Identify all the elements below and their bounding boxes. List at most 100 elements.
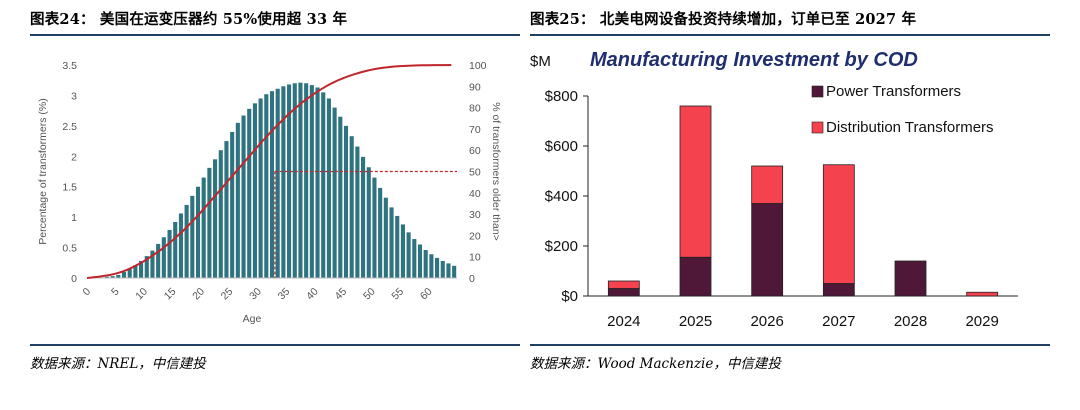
cumulative-curve <box>86 64 452 279</box>
age-bar <box>372 177 377 278</box>
age-bar <box>156 243 161 278</box>
age-bar <box>298 82 303 278</box>
age-bar <box>241 115 246 278</box>
x-tick-label: 2027 <box>822 313 855 330</box>
y2-axis-title: % of transformers older than> <box>490 102 502 241</box>
left-top-rule <box>30 34 520 36</box>
age-bar <box>452 265 457 278</box>
x-tick-label: 2029 <box>965 313 998 330</box>
age-bar <box>110 276 115 278</box>
y2-tick-label: 30 <box>469 209 481 221</box>
left-figure-title: 图表24： 美国在运变压器约 55%使用超 33 年 <box>30 11 348 28</box>
y-tick-label: 0.5 <box>62 243 77 255</box>
y2-tick-label: 80 <box>469 103 481 115</box>
x-tick-label: 5 <box>109 286 122 299</box>
y-tick-label: $600 <box>545 138 578 155</box>
age-bar <box>201 177 206 278</box>
age-bar <box>121 271 127 278</box>
age-bar <box>133 265 138 278</box>
age-bar <box>178 213 183 278</box>
age-bar <box>406 232 411 278</box>
left-bottom-rule <box>30 344 520 346</box>
age-bar <box>338 116 343 278</box>
age-bar <box>190 195 195 278</box>
age-bar <box>361 156 366 278</box>
right-figure-title: 图表25： 北美电网设备投资持续增加，订单已至 2027 年 <box>530 11 917 28</box>
x-tick-label: 30 <box>247 286 264 303</box>
age-bar <box>281 86 286 278</box>
unit-label: $M <box>530 53 551 70</box>
y2-tick-label: 40 <box>469 188 481 200</box>
age-bar <box>116 274 121 278</box>
age-bar <box>150 250 155 278</box>
age-bar <box>218 150 223 278</box>
distribution-transformers-bar <box>751 165 784 204</box>
y-tick-label: $200 <box>545 238 578 255</box>
y2-tick-label: 90 <box>469 81 481 93</box>
age-bar <box>287 84 292 278</box>
age-bar <box>127 268 132 278</box>
age-bar <box>435 257 440 278</box>
age-bar <box>275 88 280 278</box>
right-figure: 图表25： 北美电网设备投资持续增加，订单已至 2027 年 $M Manufac… <box>530 0 1050 410</box>
y-tick-label: 0 <box>71 273 77 285</box>
y-tick-label: 1.5 <box>62 182 77 194</box>
power-transformers-bar <box>894 260 927 297</box>
age-bar <box>213 159 218 278</box>
legend-swatch-power <box>811 85 824 98</box>
age-bar <box>429 254 434 278</box>
age-bar <box>417 244 423 278</box>
age-bar <box>161 237 166 278</box>
power-transformers-bar <box>679 256 712 297</box>
age-bar <box>269 91 275 278</box>
distribution-transformers-bar <box>822 164 855 284</box>
y-tick-label: $0 <box>561 288 578 305</box>
age-bar <box>104 276 109 278</box>
age-bar <box>195 186 201 278</box>
age-bar <box>440 260 445 278</box>
power-transformers-bar <box>607 288 640 297</box>
age-bar <box>389 207 394 278</box>
age-bar <box>349 136 354 278</box>
age-bar <box>446 263 451 278</box>
y-tick-label: 2 <box>71 151 77 163</box>
x-tick-label: 2028 <box>894 313 927 330</box>
age-bar <box>224 141 229 278</box>
y2-tick-label: 100 <box>469 60 487 72</box>
age-bar <box>258 98 263 278</box>
age-bar <box>139 260 144 278</box>
left-source: 数据来源：NREL，中信建投 <box>30 356 206 372</box>
x-tick-label: 45 <box>333 286 350 303</box>
age-bar <box>395 215 400 278</box>
x-tick-label: 60 <box>418 286 435 303</box>
power-transformers-bar <box>822 283 855 297</box>
y-tick-label: 2.5 <box>62 121 77 133</box>
age-bar <box>230 131 235 278</box>
age-bar <box>315 87 320 278</box>
y2-tick-label: 10 <box>469 252 481 264</box>
age-bar <box>207 167 212 278</box>
age-bar <box>309 85 314 278</box>
age-bar <box>412 239 417 278</box>
age-bar <box>383 197 388 278</box>
x-axis-title: Age <box>243 313 262 325</box>
y-tick-label: 3.5 <box>62 60 77 72</box>
right-source: 数据来源：Wood Mackenzie，中信建投 <box>530 356 781 372</box>
x-tick-label: 2024 <box>607 313 640 330</box>
x-tick-label: 0 <box>81 286 94 299</box>
age-bar <box>292 83 297 278</box>
x-tick-label: 20 <box>190 286 207 303</box>
age-bar <box>264 94 269 278</box>
y2-tick-label: 20 <box>469 230 481 242</box>
right-top-rule <box>530 34 1050 36</box>
y2-tick-label: 0 <box>469 273 475 285</box>
power-transformers-bar <box>751 203 784 297</box>
age-bar <box>326 98 331 278</box>
age-bar <box>235 122 240 278</box>
age-bar <box>355 146 360 278</box>
age-bar <box>304 83 309 278</box>
x-tick-label: 2025 <box>679 313 712 330</box>
distribution-transformers-bar <box>607 280 640 289</box>
age-bar <box>400 224 405 278</box>
age-bar <box>321 92 326 278</box>
